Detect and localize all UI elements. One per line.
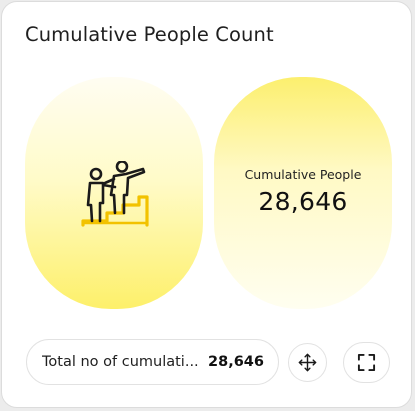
summary-value: 28,646 — [208, 354, 264, 370]
people-climbing-stairs-icon — [81, 161, 149, 227]
summary-pill[interactable]: Total no of cumulati... 28,646 — [26, 339, 279, 385]
metric-panel: Cumulative People 28,646 — [214, 77, 392, 309]
move-arrows-icon — [298, 353, 317, 372]
metric-label: Cumulative People — [244, 167, 362, 182]
move-button[interactable] — [288, 343, 327, 382]
summary-label: Total no of cumulati... — [42, 354, 199, 370]
card-title: Cumulative People Count — [25, 23, 274, 46]
metric-value: 28,646 — [258, 187, 348, 216]
fullscreen-button[interactable] — [343, 342, 390, 383]
illustration-panel — [25, 77, 203, 309]
fullscreen-icon — [357, 353, 376, 372]
